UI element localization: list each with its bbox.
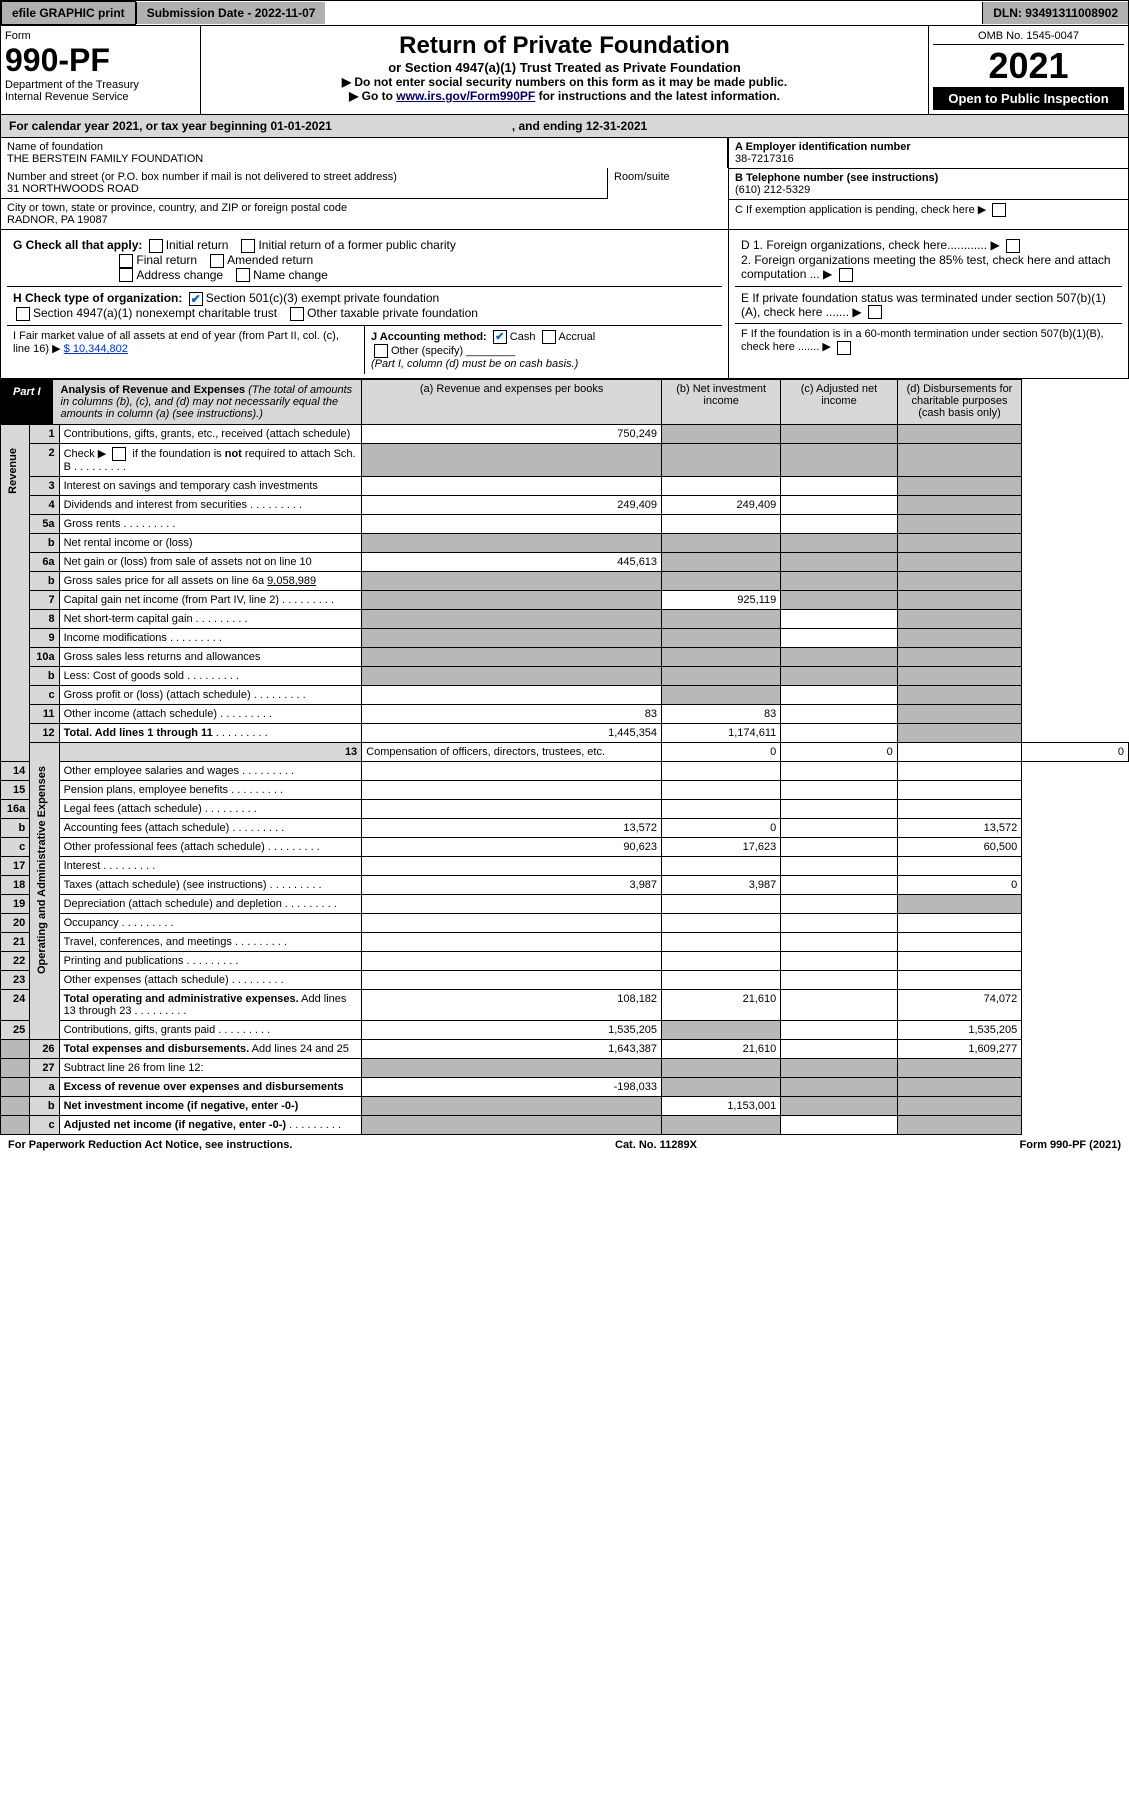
tax-year: 2021 (933, 45, 1124, 87)
dln: DLN: 93491311008902 (982, 2, 1128, 24)
part1-tag: Part I (1, 380, 53, 424)
exemption-checkbox[interactable] (992, 203, 1006, 217)
irs-line: Internal Revenue Service (5, 91, 196, 103)
room-label: Room/suite (608, 168, 728, 199)
j-other-checkbox[interactable] (374, 344, 388, 358)
exemption-label: C If exemption application is pending, c… (735, 204, 975, 216)
header-bar: efile GRAPHIC print Submission Date - 20… (0, 0, 1129, 26)
g-name-checkbox[interactable] (236, 268, 250, 282)
g-initial-checkbox[interactable] (149, 239, 163, 253)
form-note-1: ▶ Do not enter social security numbers o… (207, 75, 922, 89)
form-note-2: ▶ Go to www.irs.gov/Form990PF for instru… (207, 89, 922, 103)
revenue-label: Revenue (5, 428, 21, 514)
d1-checkbox[interactable] (1006, 239, 1020, 253)
dept: Department of the Treasury (5, 79, 196, 91)
form-link[interactable]: www.irs.gov/Form990PF (396, 89, 535, 103)
g-final-checkbox[interactable] (119, 254, 133, 268)
ein: 38-7217316 (735, 153, 1122, 165)
j-note: (Part I, column (d) must be on cash basi… (371, 358, 578, 370)
d1-label: D 1. Foreign organizations, check here..… (741, 238, 987, 252)
expenses-label: Operating and Administrative Expenses (34, 746, 50, 994)
address: 31 NORTHWOODS ROAD (7, 183, 601, 195)
f-checkbox[interactable] (837, 341, 851, 355)
phone: (610) 212-5329 (735, 184, 1122, 196)
d2-checkbox[interactable] (839, 268, 853, 282)
footer-right: Form 990-PF (2021) (1020, 1139, 1121, 1151)
calendar-year-row: For calendar year 2021, or tax year begi… (0, 115, 1129, 138)
h-4947-checkbox[interactable] (16, 307, 30, 321)
city: RADNOR, PA 19087 (7, 214, 722, 226)
submission-date: Submission Date - 2022-11-07 (136, 2, 326, 24)
schb-checkbox[interactable] (112, 447, 126, 461)
name-label: Name of foundation (7, 141, 721, 153)
j-label: J Accounting method: (371, 331, 487, 343)
ein-label: A Employer identification number (735, 141, 911, 153)
part1-title: Analysis of Revenue and Expenses (61, 384, 246, 396)
form-word: Form (5, 30, 196, 42)
col-a: (a) Revenue and expenses per books (362, 380, 662, 425)
j-accrual-checkbox[interactable] (542, 330, 556, 344)
h-501c3-checkbox[interactable]: ✔ (189, 292, 203, 306)
form-subtitle: or Section 4947(a)(1) Trust Treated as P… (207, 60, 922, 75)
col-b: (b) Net investment income (662, 380, 781, 425)
g-label: G Check all that apply: (13, 238, 142, 252)
phone-label: B Telephone number (see instructions) (735, 172, 938, 184)
part1-table: Part I Analysis of Revenue and Expenses … (0, 379, 1129, 1135)
open-public: Open to Public Inspection (933, 87, 1124, 110)
footer-left: For Paperwork Reduction Act Notice, see … (8, 1139, 292, 1151)
i-label: I Fair market value of all assets at end… (13, 330, 339, 355)
addr-label: Number and street (or P.O. box number if… (7, 171, 601, 183)
e-label: E If private foundation status was termi… (741, 291, 1106, 319)
form-header: Form 990-PF Department of the Treasury I… (0, 26, 1129, 115)
form-title: Return of Private Foundation (207, 32, 922, 60)
g-amended-checkbox[interactable] (210, 254, 224, 268)
g-address-checkbox[interactable] (119, 268, 133, 282)
d2-label: 2. Foreign organizations meeting the 85%… (741, 253, 1111, 281)
h-label: H Check type of organization: (13, 291, 182, 305)
foundation-name: THE BERSTEIN FAMILY FOUNDATION (7, 153, 721, 165)
footer-mid: Cat. No. 11289X (615, 1139, 697, 1151)
h-other-checkbox[interactable] (290, 307, 304, 321)
efile-print-button[interactable]: efile GRAPHIC print (1, 1, 136, 25)
j-cash-checkbox[interactable]: ✔ (493, 330, 507, 344)
fmv-value[interactable]: $ 10,344,802 (64, 343, 128, 355)
col-c: (c) Adjusted net income (781, 380, 897, 425)
form-number: 990-PF (5, 42, 196, 79)
city-label: City or town, state or province, country… (7, 202, 722, 214)
footer: For Paperwork Reduction Act Notice, see … (0, 1135, 1129, 1155)
omb-number: OMB No. 1545-0047 (933, 30, 1124, 45)
col-d: (d) Disbursements for charitable purpose… (897, 380, 1022, 425)
e-checkbox[interactable] (868, 305, 882, 319)
f-label: F If the foundation is in a 60-month ter… (741, 328, 1104, 353)
g-initial-former-checkbox[interactable] (241, 239, 255, 253)
